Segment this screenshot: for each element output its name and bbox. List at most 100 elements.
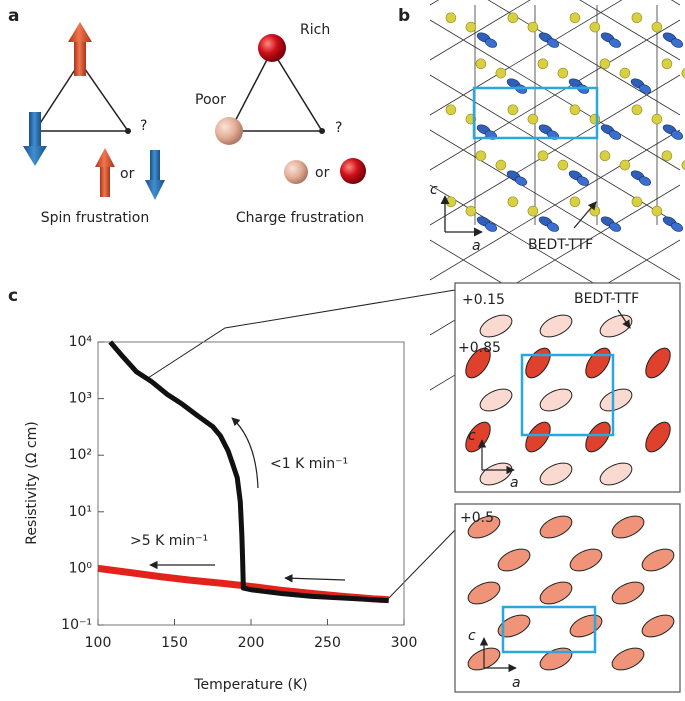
molecule	[475, 150, 527, 186]
unit-cell	[501, 605, 597, 654]
chart: Temperature (K) Resistivity (Ω cm) <1 K …	[24, 334, 417, 693]
sulfur	[589, 21, 601, 33]
annotation: >5 K min⁻¹	[130, 533, 208, 549]
sulfur	[651, 113, 663, 125]
x-axis-label: Temperature (K)	[193, 677, 307, 693]
lattice-line	[670, 0, 681, 6]
axis-c: c	[468, 628, 476, 644]
axis-c: c	[430, 182, 438, 198]
arrow-up	[95, 148, 115, 197]
lattice-line	[429, 0, 440, 6]
molecule	[569, 12, 621, 48]
sulfur	[475, 58, 487, 70]
sulfur	[465, 113, 477, 125]
sulfur	[527, 205, 539, 217]
lattice-line	[429, 0, 531, 61]
sulfur	[537, 150, 549, 162]
sulfur	[589, 205, 601, 217]
molecule	[661, 58, 685, 79]
molecule-rich	[525, 421, 551, 453]
y-tick-label: 10¹	[69, 504, 92, 520]
carbon	[485, 38, 497, 48]
annotation: <1 K min⁻¹	[270, 456, 348, 472]
molecule	[507, 196, 559, 232]
carbon	[577, 176, 589, 186]
sphere-poor	[284, 160, 308, 184]
molecule-poor	[539, 388, 573, 412]
sulfur	[445, 196, 457, 208]
molecule	[497, 614, 531, 638]
y-tick-label: 10⁰	[69, 560, 93, 576]
sulfur	[475, 150, 487, 162]
pointer	[573, 201, 597, 229]
molecule	[641, 614, 675, 638]
sulfur	[557, 67, 569, 79]
molecule-poor	[599, 462, 633, 486]
molecule	[569, 196, 621, 232]
molecule-rich	[585, 421, 611, 453]
molecule	[467, 515, 501, 539]
lattice-line	[429, 19, 681, 171]
molecule-poor	[539, 462, 573, 486]
molecule-poor	[539, 314, 573, 338]
sulfur	[599, 58, 611, 70]
molecule	[507, 12, 559, 48]
lattice-line	[579, 0, 681, 61]
plot-frame	[97, 341, 405, 626]
sulfur	[507, 104, 519, 116]
molecule	[569, 548, 603, 572]
sphere-rich	[258, 34, 286, 62]
carbon	[609, 222, 621, 232]
molecule	[599, 58, 651, 94]
molecule-poor	[479, 314, 513, 338]
molecule	[475, 58, 527, 94]
annotation-arrow	[284, 574, 346, 583]
carbon	[609, 130, 621, 140]
x-tick-label: 200	[238, 635, 265, 651]
sulfur	[631, 12, 643, 24]
carbon	[671, 38, 683, 48]
sulfur	[661, 58, 673, 70]
molecule-label: BEDT-TTF	[574, 291, 639, 307]
lattice-line	[429, 74, 681, 226]
sulfur	[599, 150, 611, 162]
carbon	[547, 38, 559, 48]
sulfur	[631, 104, 643, 116]
molecule	[497, 548, 531, 572]
lattice-line	[429, 129, 681, 281]
molecule	[539, 581, 573, 605]
molecule-rich	[465, 347, 491, 379]
sphere-rich	[340, 158, 366, 184]
sulfur	[569, 12, 581, 24]
arrow-down	[145, 150, 165, 200]
inset-bottom	[454, 503, 681, 693]
molecule	[569, 104, 621, 140]
sulfur	[465, 21, 477, 33]
axis-a: a	[472, 238, 481, 254]
carbon	[609, 38, 621, 48]
sulfur	[651, 205, 663, 217]
y-tick-label: 10⁻¹	[61, 617, 92, 633]
caption: Spin frustration	[41, 210, 149, 226]
x-tick-label: 250	[314, 635, 341, 651]
axis-a: a	[510, 475, 519, 491]
molecule-rich	[645, 347, 671, 379]
carbon	[485, 222, 497, 232]
carbon	[671, 130, 683, 140]
y-tick-label: 10³	[69, 391, 92, 407]
molecule	[445, 12, 497, 48]
sulfur	[495, 67, 507, 79]
sulfur	[569, 104, 581, 116]
triangle	[33, 60, 130, 132]
sulfur	[619, 67, 631, 79]
sulfur	[537, 58, 549, 70]
molecule	[445, 196, 497, 232]
connector	[147, 289, 456, 379]
sulfur	[507, 196, 519, 208]
sulfur	[681, 159, 685, 171]
inset-top	[454, 282, 681, 493]
sulfur	[507, 12, 519, 24]
molecule	[661, 150, 685, 171]
panel-b: b c a BEDT-TTF	[398, 0, 685, 391]
